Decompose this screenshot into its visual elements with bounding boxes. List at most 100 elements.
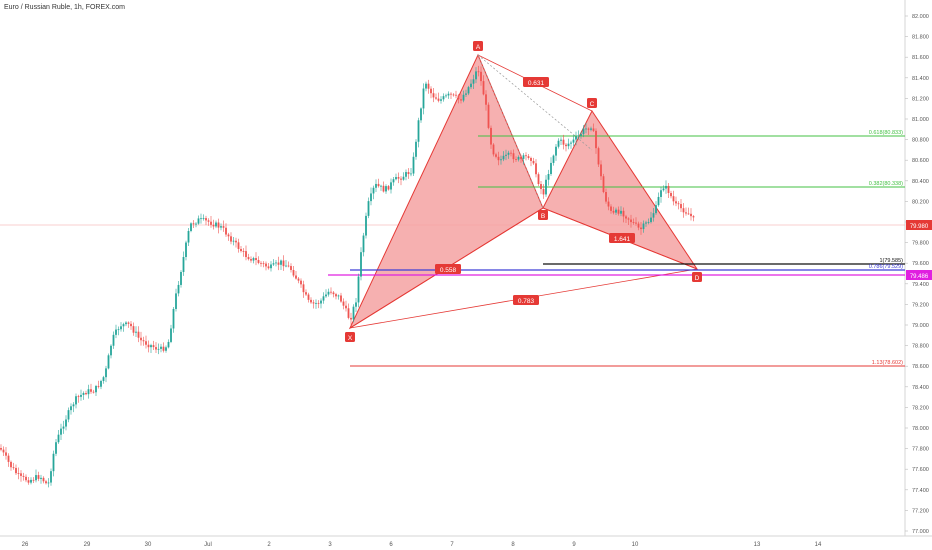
price-tick-label: 77.200	[912, 508, 929, 514]
candle-body	[407, 172, 410, 175]
time-tick-label: 8	[511, 542, 515, 548]
candle-body	[185, 242, 187, 258]
candle-body	[142, 340, 145, 342]
candle-body	[592, 128, 595, 131]
candle-body	[42, 477, 45, 482]
price-tick-label: 77.800	[912, 447, 929, 453]
candle-body	[327, 291, 330, 295]
point-label-a[interactable]: A	[473, 41, 483, 51]
candle-body	[222, 226, 225, 228]
candle-body	[625, 216, 627, 219]
candle-body	[575, 136, 577, 140]
candle-body	[127, 322, 130, 324]
candle-body	[355, 302, 357, 307]
candle-body	[657, 196, 660, 206]
candle-body	[175, 293, 177, 309]
candle-body	[687, 213, 690, 215]
candle-body	[82, 393, 85, 395]
candle-body	[647, 222, 650, 223]
candle-body	[442, 96, 445, 100]
candle-body	[337, 295, 340, 297]
price-tick-label: 80.400	[912, 179, 929, 185]
time-tick-label: Jul	[204, 542, 212, 548]
candle-body	[385, 186, 387, 192]
point-label-b[interactable]: B	[538, 210, 548, 220]
candle-body	[480, 71, 482, 82]
candle-body	[650, 217, 652, 223]
candle-body	[452, 94, 455, 96]
candle-body	[270, 264, 272, 269]
candle-body	[550, 162, 552, 175]
candle-body	[597, 148, 600, 165]
price-tick-label: 77.000	[912, 529, 929, 535]
candle-body	[220, 226, 222, 228]
time-tick-label: 13	[754, 542, 761, 548]
candle-body	[92, 391, 95, 393]
candle-body	[140, 337, 142, 341]
pattern-triangle-bcd[interactable]	[542, 110, 699, 271]
candle-body	[477, 71, 480, 73]
candle-body	[370, 193, 372, 202]
candle-body	[547, 174, 550, 180]
candle-body	[107, 355, 110, 369]
candle-body	[552, 155, 555, 163]
candle-body	[157, 348, 160, 350]
ratio-label-bcd[interactable]: 1.641	[609, 233, 635, 243]
candle-body	[0, 448, 2, 450]
candle-body	[425, 83, 427, 89]
candle-body	[670, 193, 672, 197]
candle-body	[295, 275, 297, 279]
candle-body	[345, 305, 347, 309]
fib-label-0786: 0.786(79.529)	[869, 264, 903, 270]
candle-body	[630, 219, 632, 223]
candle-body	[620, 210, 622, 214]
candle-body	[435, 97, 437, 99]
candle-body	[640, 227, 642, 230]
candle-body	[367, 201, 370, 216]
fib-label-0618: 0.618(80.833)	[869, 130, 903, 136]
candle-body	[290, 266, 292, 270]
candle-body	[322, 296, 325, 301]
candle-body	[387, 186, 390, 190]
candle-body	[395, 177, 397, 180]
candle-body	[682, 208, 685, 213]
candle-body	[277, 262, 280, 265]
candle-body	[340, 295, 342, 302]
candle-body	[47, 482, 50, 484]
point-label-d[interactable]: D	[692, 272, 702, 282]
candle-body	[5, 452, 7, 456]
candle-body	[515, 159, 517, 160]
candle-body	[225, 227, 227, 235]
point-label-x[interactable]: X	[345, 332, 355, 342]
candle-body	[540, 184, 542, 190]
ratio-label-xad[interactable]: 0.783	[513, 295, 539, 305]
candle-body	[332, 292, 335, 295]
svg-text:D: D	[695, 275, 700, 282]
point-label-c[interactable]: C	[587, 98, 597, 108]
candle-body	[237, 242, 240, 249]
candle-body	[115, 329, 117, 335]
candle-body	[490, 127, 492, 145]
candle-body	[652, 213, 655, 218]
ratio-label-abc[interactable]: 0.631	[523, 77, 549, 87]
ratio-label-xab[interactable]: 0.558	[435, 264, 461, 274]
candle-body	[567, 143, 570, 147]
candle-body	[122, 324, 125, 327]
price-tick-label: 79.000	[912, 323, 929, 329]
candle-body	[77, 396, 80, 398]
candle-body	[467, 87, 470, 94]
candle-body	[482, 81, 485, 95]
candle-body	[400, 178, 402, 180]
candle-body	[12, 467, 15, 469]
candle-body	[247, 257, 250, 260]
candle-body	[155, 347, 157, 350]
candle-body	[632, 222, 635, 223]
price-tick-label: 78.000	[912, 426, 929, 432]
candle-body	[667, 185, 670, 194]
candle-body	[492, 144, 495, 155]
candle-body	[2, 449, 5, 453]
time-tick-label: 3	[328, 542, 332, 548]
candle-body	[230, 236, 232, 242]
candle-body	[535, 163, 537, 175]
